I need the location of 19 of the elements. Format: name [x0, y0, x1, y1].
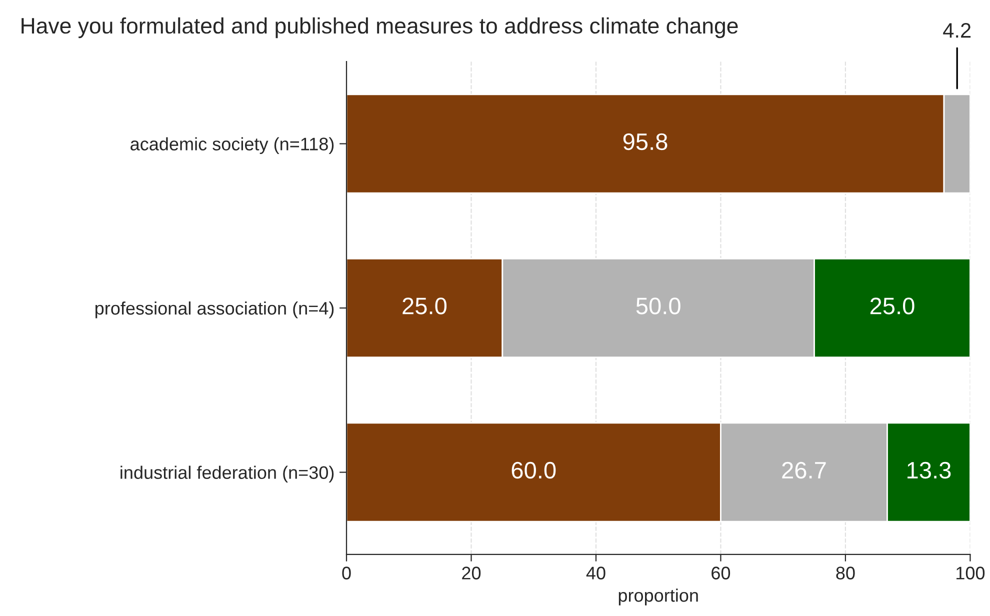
- data-label: 50.0: [636, 298, 680, 314]
- x-axis-title: proportion: [618, 588, 698, 606]
- chart-title: Have you formulated and published measures to address climate change: [22, 17, 738, 38]
- y-tick-label: academic society (n=118): [130, 137, 334, 154]
- x-tick-label: 60: [712, 566, 730, 580]
- x-tick-label: 100: [956, 566, 985, 580]
- y-tick-label: industrial federation (n=30): [120, 466, 334, 483]
- x-tick-label: 20: [462, 566, 481, 580]
- data-label: 25.0: [870, 298, 914, 314]
- y-tick-label: professional association (n=4): [96, 301, 334, 318]
- x-tick-label: 40: [586, 566, 606, 580]
- data-label: 26.7: [782, 462, 826, 479]
- data-label: 13.3: [908, 462, 951, 479]
- data-label: 25.0: [402, 298, 447, 314]
- data-label: 60.0: [512, 462, 556, 479]
- data-label: 95.8: [623, 133, 668, 150]
- data-label: 4.2: [943, 23, 971, 38]
- x-tick-label: 80: [836, 566, 855, 580]
- x-tick-label: 0: [342, 566, 351, 580]
